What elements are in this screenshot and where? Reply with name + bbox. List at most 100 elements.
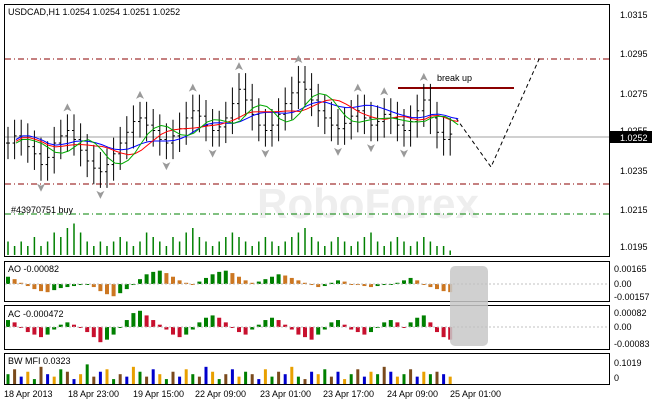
fractal-down-marker <box>37 183 45 192</box>
ao-bar <box>52 284 57 291</box>
ao-bar <box>428 284 433 288</box>
mfi-bar <box>6 374 10 384</box>
ac-bar <box>382 322 387 327</box>
ao-y-tick-label: 0.00 <box>614 279 632 289</box>
ao-bar <box>303 282 307 284</box>
ao-bar <box>98 284 103 292</box>
mfi-bar <box>112 379 116 384</box>
mfi-bar <box>13 369 17 384</box>
ac-bar <box>65 322 70 327</box>
ac-bar <box>276 320 281 327</box>
ao-bar <box>369 284 373 288</box>
ao-bar <box>91 284 96 288</box>
current-price-tag <box>610 131 652 143</box>
mfi-bar <box>26 371 30 384</box>
ao-bar <box>322 284 327 287</box>
fractal-up-marker <box>136 90 144 99</box>
watermark-text: RoboForex <box>257 180 479 227</box>
ao-bar <box>6 276 10 284</box>
mfi-bar <box>85 364 89 384</box>
mfi-bar <box>211 371 215 384</box>
ao-bar <box>210 274 215 284</box>
ac-label: AC -0.000472 <box>8 309 64 319</box>
ao-bar <box>177 280 182 284</box>
ac-y-tick-label: -0.00083 <box>614 339 650 349</box>
mfi-label: BW MFI 0.0323 <box>8 356 71 366</box>
ao-bar <box>25 284 30 287</box>
ac-bar <box>329 322 334 327</box>
ao-bar <box>336 280 340 284</box>
mfi-bar <box>184 369 188 384</box>
mfi-bar <box>164 379 168 384</box>
ac-bar <box>289 327 294 330</box>
mfi-bar <box>389 371 393 384</box>
mfi-bar <box>72 379 76 384</box>
ao-bar <box>441 284 446 292</box>
ao-bar <box>408 277 413 284</box>
mfi-bar <box>382 366 386 384</box>
mfi-bar <box>217 379 221 384</box>
ao-bar <box>435 284 439 290</box>
y-tick-label: 1.0215 <box>620 205 648 215</box>
mfi-bar <box>171 371 175 384</box>
mfi-bar <box>336 371 340 384</box>
ac-bar <box>98 327 103 343</box>
current-price-label: 1.0252 <box>620 133 648 143</box>
order-label: #43970751 buy <box>11 205 74 215</box>
mfi-panel[interactable] <box>4 353 610 385</box>
mfi-bar <box>270 376 274 384</box>
mfi-bar <box>395 376 399 384</box>
mfi-bar <box>316 374 320 384</box>
ac-bar <box>177 327 182 338</box>
ac-bar <box>217 317 222 327</box>
ao-bar <box>164 273 169 284</box>
ao-bar <box>382 284 387 286</box>
ao-bar <box>230 273 235 284</box>
ac-y-tick-label: 0.00 <box>614 322 632 332</box>
mfi-bar <box>283 374 287 384</box>
ac-bar <box>171 327 175 335</box>
mfi-bar <box>250 374 254 384</box>
mfi-bar <box>92 376 96 384</box>
volume-bars <box>7 223 451 255</box>
mfi-bar <box>296 376 300 384</box>
ac-bar <box>25 327 30 333</box>
y-tick-label: 1.0315 <box>620 10 648 20</box>
ao-bar <box>65 284 70 288</box>
mfi-bar <box>303 379 307 384</box>
fractal-down-marker <box>334 147 342 156</box>
mfi-bar <box>448 376 452 384</box>
ac-bar <box>45 327 50 335</box>
fractal-up-marker <box>353 83 362 92</box>
ac-bar <box>111 327 116 335</box>
ac-bar <box>6 320 10 327</box>
ac-bar <box>223 322 228 327</box>
ac-bar <box>118 327 123 328</box>
ao-bar <box>256 281 261 284</box>
ac-bar <box>190 327 195 330</box>
mfi-bar <box>349 374 353 384</box>
fractal-markers <box>37 54 428 199</box>
fractal-up-marker <box>63 103 72 112</box>
ac-bar <box>85 327 90 333</box>
ao-bar <box>190 284 195 285</box>
ao-bar <box>395 282 400 284</box>
ac-bar <box>369 327 373 333</box>
mfi-bar <box>277 371 281 384</box>
ao-bar <box>316 284 321 288</box>
ac-bar <box>204 317 208 327</box>
ao-bar <box>263 279 268 284</box>
x-axis: 18 Apr 2013 18 Apr 23:00 19 Apr 15:00 22… <box>4 389 501 399</box>
ac-bar <box>316 327 321 335</box>
x-tick-label: 19 Apr 15:00 <box>133 389 184 399</box>
mfi-bar <box>428 374 432 384</box>
ao-bar <box>309 284 314 286</box>
y-tick-label: 1.0195 <box>620 242 648 252</box>
ao-panel[interactable] <box>4 261 610 302</box>
ac-bar <box>303 327 307 338</box>
ao-bar <box>223 270 228 284</box>
ao-bar <box>197 281 202 284</box>
fractal-down-marker <box>367 144 375 153</box>
mfi-bar <box>263 369 267 384</box>
ao-bar <box>124 284 129 290</box>
